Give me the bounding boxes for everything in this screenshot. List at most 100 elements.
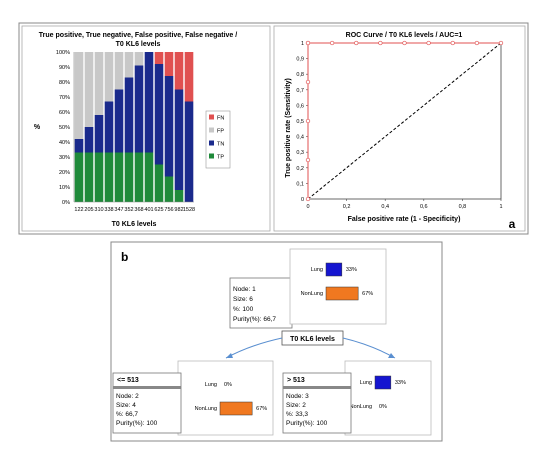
left-connector-arrow	[226, 353, 233, 358]
stacked-bar-segment-tn	[94, 115, 104, 153]
stacked-bar-segment-fp	[94, 52, 104, 115]
stacked-x-tick-label: 756	[164, 207, 173, 213]
roc-y-tick-label: 0,7	[296, 88, 304, 94]
legend-swatch-tp	[209, 153, 214, 159]
right-node-pct: %: 33,3	[286, 411, 308, 418]
left-node-purity: Purity(%): 100	[116, 420, 158, 427]
roc-curve-point	[305, 118, 311, 124]
stacked-y-tick-label: 90%	[59, 65, 70, 71]
panel-b-label: b	[121, 250, 128, 264]
stacked-bar-segment-tp	[164, 176, 174, 202]
right-node-bars: Lung 33% NonLung 0%	[350, 375, 406, 410]
left-node-chart-box	[177, 360, 274, 436]
stacked-x-tick-label: 368	[134, 207, 143, 213]
right-node-id: Node: 3	[286, 393, 309, 400]
stacked-x-tick-label: 347	[114, 207, 123, 213]
roc-curve-point	[354, 40, 359, 46]
left-bar-value-lung: 0%	[224, 382, 232, 388]
roc-diagonal-line	[307, 42, 502, 200]
stacked-chart-ylabel: %	[34, 124, 41, 131]
roc-curve-point	[426, 40, 431, 46]
stacked-y-tick-label: 70%	[59, 95, 70, 101]
stacked-bar-segment-tp	[94, 152, 104, 202]
legend-label-fp: FP	[217, 129, 224, 135]
roc-y-tick-label: 0,6	[296, 103, 304, 109]
legend-swatch-fn	[209, 114, 214, 120]
stacked-bar-segment-fn	[184, 52, 194, 102]
right-node-size: Size: 2	[286, 402, 306, 409]
stacked-chart-title-line-2: T0 KL6 levels	[116, 41, 161, 48]
stacked-y-tick-label: 40%	[59, 140, 70, 146]
stacked-bar-segment-tn	[104, 101, 114, 153]
right-bar-value-nonlung: 0%	[379, 404, 387, 410]
legend-label-tn: TN	[217, 142, 224, 148]
stacked-chart-xlabel: T0 KL6 levels	[112, 221, 157, 228]
roc-x-tick-label: 0,6	[420, 204, 428, 210]
right-bar-label-nonlung: NonLung	[350, 404, 372, 410]
stacked-bar-segment-tn	[74, 139, 84, 153]
right-node-header-bar	[283, 386, 351, 389]
right-bar-label-lung: Lung	[360, 380, 372, 386]
stacked-bar-segment-fp	[74, 52, 84, 139]
stacked-x-tick-label: 401	[144, 207, 153, 213]
stacked-bar-segment-tn	[174, 89, 184, 190]
roc-x-tick-label: 1	[499, 204, 502, 210]
root-node-bars: Lung 33% NonLung 67%	[301, 262, 373, 301]
right-node-header: > 513	[287, 377, 305, 384]
roc-curve-point	[305, 79, 311, 85]
stacked-bar-segment-tn	[144, 52, 154, 153]
root-bar-value-nonlung: 67%	[362, 291, 373, 297]
stacked-chart-legend: FN FP TN TP	[205, 110, 231, 169]
stacked-bar-segment-fp	[134, 52, 144, 66]
stacked-bar-segment-tp	[124, 152, 134, 202]
roc-y-tick-label: 0,4	[296, 135, 304, 141]
root-node-id: Node: 1	[233, 286, 256, 293]
root-bar-label-lung: Lung	[311, 267, 323, 273]
stacked-bar-segment-tn	[124, 77, 134, 153]
stacked-bar-segment-fp	[114, 52, 124, 90]
stacked-bar-segment-tp	[134, 152, 144, 202]
right-node-box	[282, 372, 352, 434]
roc-x-tick-label: 0	[306, 204, 309, 210]
root-bar-lung	[325, 262, 343, 277]
stacked-bar-segment-tn	[184, 101, 194, 202]
roc-y-tick-label: 1	[301, 41, 304, 47]
roc-curve-point	[450, 40, 455, 46]
stacked-x-tick-label: 338	[104, 207, 113, 213]
left-node-pct: %: 66,7	[116, 411, 138, 418]
root-node-pct: %: 100	[233, 306, 254, 313]
split-label: T0 KL6 levels	[290, 336, 335, 343]
panel-a-label: a	[509, 217, 516, 231]
root-node-chart-box	[289, 248, 387, 325]
left-node-bars: Lung 0% NonLung 67%	[195, 382, 267, 416]
root-node-purity: Purity(%): 66,7	[233, 316, 276, 323]
left-node-id: Node: 2	[116, 393, 139, 400]
roc-curve-point	[305, 40, 311, 46]
roc-y-tick-label: 0,1	[296, 181, 304, 187]
legend-label-tp: TP	[217, 155, 224, 161]
roc-curve-point	[305, 157, 311, 163]
roc-curve-point	[474, 40, 480, 46]
roc-curve-point	[498, 40, 504, 46]
left-bar-label-lung: Lung	[205, 382, 217, 388]
stacked-x-tick-label: 625	[154, 207, 163, 213]
stacked-bar-segment-fp	[124, 52, 134, 78]
left-bar-nonlung	[219, 401, 253, 416]
stacked-y-tick-label: 100%	[56, 50, 70, 56]
stacked-bar-segment-tn	[154, 64, 164, 165]
right-node-chart-box	[344, 360, 432, 436]
roc-curve-point	[402, 40, 407, 46]
stacked-x-tick-label: 122	[74, 207, 83, 213]
legend-swatch-tn	[209, 140, 214, 146]
root-node-box	[229, 277, 293, 329]
roc-curve-point	[329, 40, 335, 46]
stacked-y-tick-label: 10%	[59, 185, 70, 191]
stacked-bar-segment-tp	[174, 190, 184, 202]
right-node-purity: Purity(%): 100	[286, 420, 328, 427]
right-bar-lung	[374, 375, 392, 390]
roc-x-tick-label: 0,8	[459, 204, 467, 210]
stacked-chart-y-ticks: 0% 10% 20% 30% 40% 50% 60% 70% 80% 90% 100%	[56, 50, 70, 206]
stacked-bar-segment-tp	[154, 164, 164, 202]
left-bar-value-nonlung: 67%	[256, 406, 267, 412]
roc-x-tick-label: 0,4	[381, 204, 389, 210]
